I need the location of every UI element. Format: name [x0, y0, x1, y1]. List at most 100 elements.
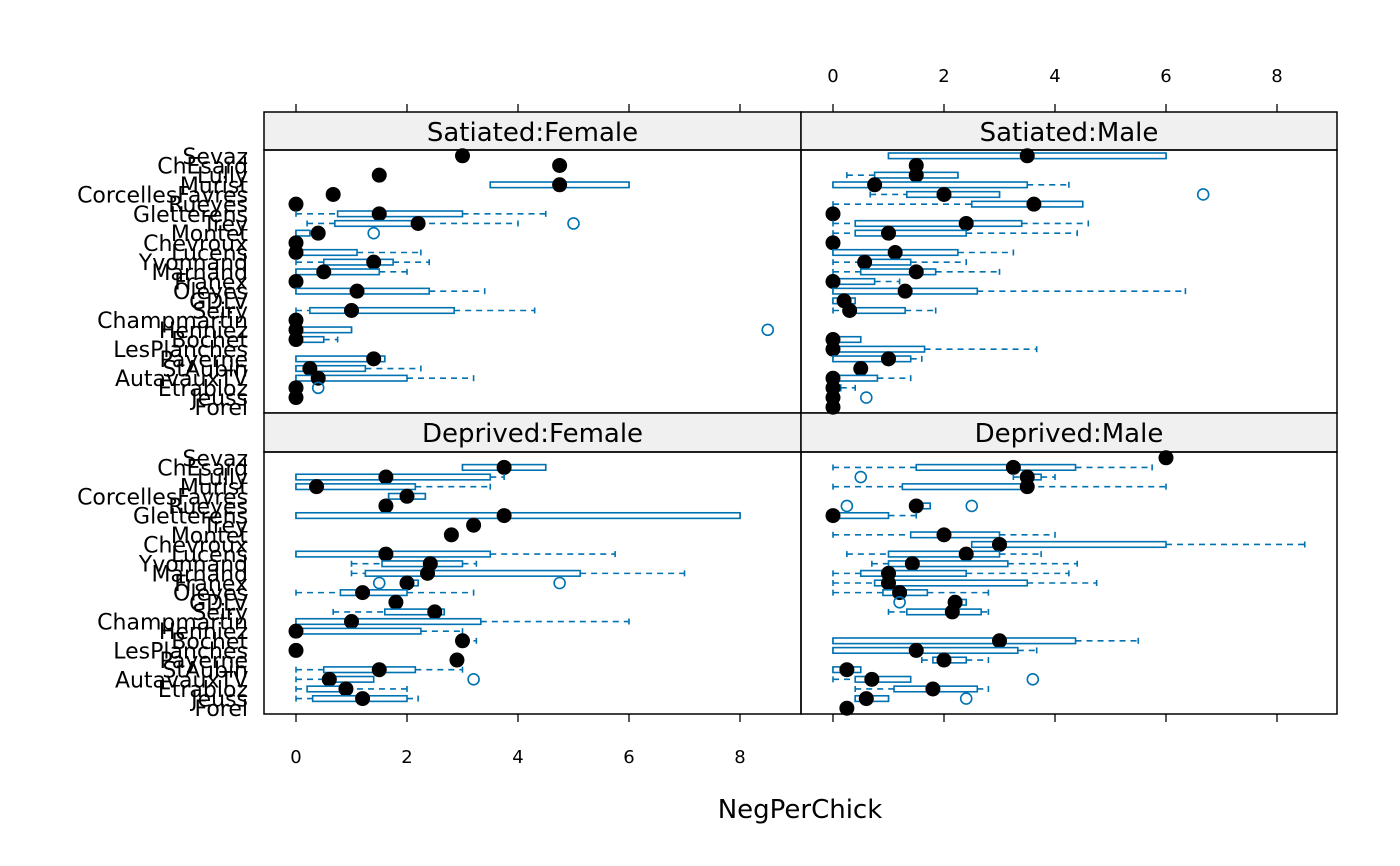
row-rueyes [832, 196, 1084, 212]
panel-frame [263, 451, 802, 715]
row-henniez [288, 623, 464, 639]
strip-label: Deprived:Male [975, 419, 1164, 449]
y-tick-label: AutavauxTV [115, 367, 248, 392]
y-tick-label: StAubin [162, 358, 248, 383]
row-yvonnand [350, 556, 478, 572]
mean-dot [378, 498, 394, 514]
mean-dot [288, 642, 304, 658]
y-tick-label: Trey [202, 514, 248, 539]
row-jeuss [854, 691, 973, 707]
row-autavauxtv [295, 671, 480, 687]
row-champmartin [295, 614, 630, 630]
outlier-point [1026, 673, 1040, 686]
row-etrabloz [295, 681, 408, 697]
row-trey [466, 517, 482, 533]
outlier-point [893, 595, 906, 609]
row-chesard [552, 157, 568, 173]
row-corcellesfavres [325, 186, 341, 202]
row-gletterens [825, 206, 841, 222]
mean-dot [825, 341, 841, 357]
row-yvonnand [871, 556, 1078, 572]
mean-dot [958, 546, 974, 562]
mean-dot [310, 225, 326, 241]
row-bochet [288, 332, 339, 348]
row-bochet [455, 633, 478, 649]
row-marnand [295, 264, 408, 280]
mean-dot [371, 662, 387, 678]
mean-dot [842, 303, 858, 319]
row-chevroux [825, 235, 841, 251]
box [309, 306, 455, 315]
y-tick-label: Montet [171, 222, 249, 247]
row-jeuss [288, 390, 304, 406]
row-montet [295, 225, 381, 241]
mean-dot [455, 633, 470, 649]
y-tick-label: Sevaz [182, 145, 248, 170]
y-tick-label: LesPlanches [113, 338, 248, 363]
box [854, 229, 968, 237]
row-lucens [832, 244, 1015, 260]
y-tick-label: AutavauxTV [115, 668, 248, 693]
row-forel [825, 399, 841, 415]
bottom-axis-tick-label: 0 [290, 747, 301, 768]
row-etrabloz [854, 681, 990, 697]
box [832, 511, 890, 520]
mean-dot [936, 527, 952, 543]
mean-dot [858, 691, 874, 707]
mean-dot [958, 215, 974, 231]
box [859, 268, 937, 276]
mean-dot [881, 225, 896, 241]
row-sevaz [455, 148, 470, 164]
row-corcellesfavres [869, 186, 1210, 202]
mean-dot [427, 604, 443, 620]
panel-marks [825, 148, 1210, 415]
panel-satiated-female: Satiated:Female [263, 111, 802, 414]
outlier-point [567, 217, 580, 230]
mean-dot [366, 351, 382, 367]
mean-dot [1005, 459, 1021, 475]
box [832, 637, 1077, 645]
top-axis-tick-label: 4 [1049, 66, 1060, 87]
mean-dot [897, 283, 913, 299]
box [381, 560, 464, 568]
outlier-point [859, 391, 873, 404]
mean-dot [321, 671, 337, 687]
y-tick-label: Lully [197, 164, 248, 189]
row-corcellesfavres [387, 488, 427, 504]
y-tick-label: Chevroux [143, 232, 248, 257]
box [295, 374, 408, 382]
row-marnand [832, 264, 1001, 280]
box [901, 483, 1029, 491]
y-tick-label: Marnand [152, 562, 248, 587]
box [322, 258, 394, 266]
y-tick-label: Payerne [160, 348, 248, 373]
row-bochet [832, 633, 1140, 649]
mean-dot [864, 671, 880, 687]
y-tick-label: GDLV [189, 290, 248, 315]
y-tick-label: Bochet [171, 630, 248, 655]
outlier-point [311, 381, 325, 395]
y-tick-label: Rueyes [168, 193, 248, 218]
row-payerne [920, 652, 990, 668]
mean-dot [466, 517, 482, 533]
top-axis-tick-label: 8 [1271, 66, 1282, 87]
box [295, 326, 353, 334]
box [295, 355, 386, 363]
box [832, 355, 912, 363]
mean-dot [825, 206, 841, 222]
mean-dot [288, 332, 304, 348]
box [295, 364, 367, 373]
y-tick-label: CorcellesFavres [77, 485, 248, 510]
bottom-axis-tick-label: 2 [401, 747, 412, 768]
y-tick-label: Trey [202, 212, 248, 237]
box [295, 627, 422, 635]
row-trey [306, 215, 580, 231]
mean-dot [936, 186, 952, 202]
panel-deprived-male: Deprived:Male [800, 412, 1338, 715]
row-gletterens [825, 508, 918, 524]
mean-dot [443, 527, 459, 543]
row-autavauxtv [832, 671, 1040, 687]
mean-dot [378, 546, 394, 562]
mean-dot [892, 585, 908, 601]
top-axis-tick-label: 0 [827, 66, 838, 87]
